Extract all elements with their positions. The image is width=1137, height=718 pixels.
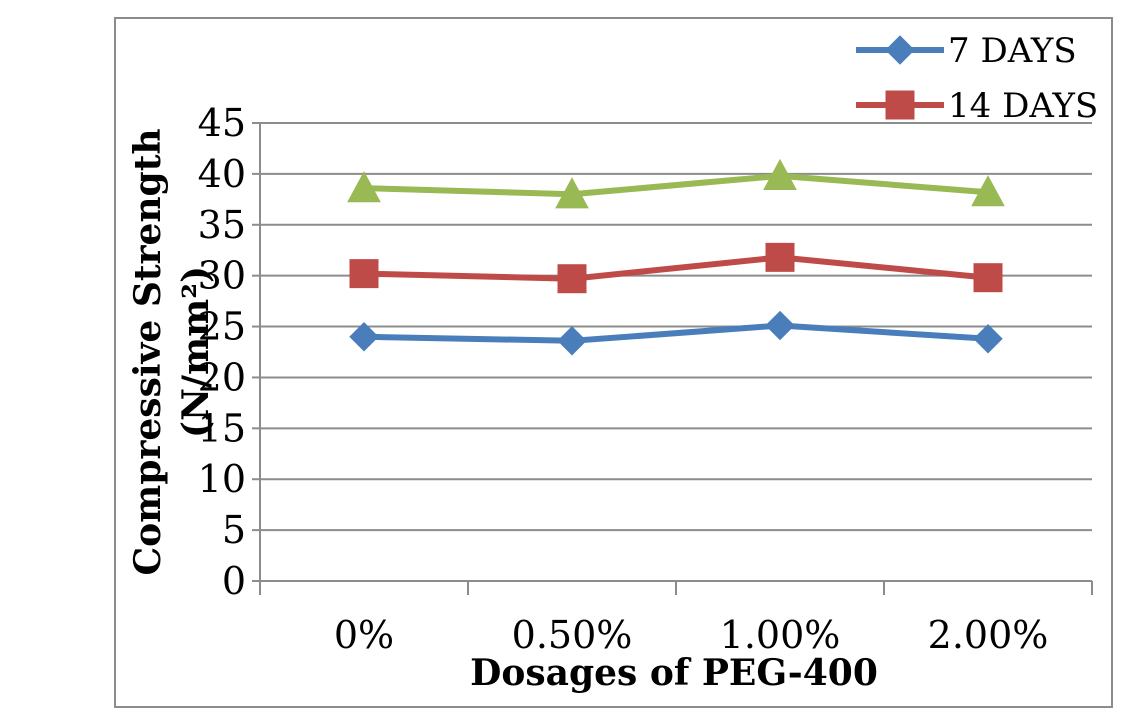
- data-point-7-days: [765, 310, 795, 341]
- y-tick-label: 10: [198, 457, 246, 501]
- series-line-28-days: [363, 172, 989, 198]
- data-point-28-days: [763, 158, 797, 191]
- data-point-14-days: [973, 263, 1003, 293]
- y-axis-title-line1: Compressive Strength: [127, 128, 169, 575]
- y-tick-label: 0: [222, 559, 246, 603]
- legend: 7 DAYS 14 DAYS: [856, 31, 1098, 126]
- chart-border: [114, 17, 1113, 708]
- legend-label: 7 DAYS: [948, 31, 1077, 71]
- data-point-14-days: [765, 242, 795, 272]
- y-tick-labels: 0 5 10 15 20 25 30 35 40 45: [198, 101, 246, 603]
- data-point-7-days: [973, 324, 1003, 354]
- data-point-28-days: [971, 175, 1005, 207]
- y-tick-label: 35: [198, 203, 246, 247]
- x-tick-label: 2.00%: [928, 613, 1049, 657]
- series-line-7-days: [363, 322, 989, 344]
- data-point-7-days: [557, 326, 587, 356]
- legend-marker: [885, 35, 915, 65]
- y-tick-label: 5: [222, 508, 246, 552]
- legend-label: 14 DAYS: [948, 86, 1098, 126]
- data-point-14-days: [349, 259, 379, 289]
- series-line-14-days: [363, 254, 989, 282]
- series-group: [347, 158, 1005, 356]
- x-tick-label: 0%: [334, 613, 394, 657]
- y-axis-title-line2: (N/mm²): [175, 266, 217, 438]
- data-point-14-days: [557, 264, 587, 294]
- y-tick-label: 30: [198, 254, 246, 298]
- x-tick-labels: 0% 0.50% 1.00% 2.00%: [334, 613, 1049, 657]
- y-tick-label: 40: [198, 152, 246, 196]
- y-tick-label: 20: [198, 355, 246, 399]
- data-point-28-days: [347, 171, 381, 203]
- x-axis-title: Dosages of PEG-400: [470, 652, 878, 694]
- y-tick-label: 25: [198, 305, 246, 349]
- axes: [252, 122, 1093, 595]
- x-tick-label: 0.50%: [512, 613, 633, 657]
- x-tick-label: 1.00%: [720, 613, 841, 657]
- data-point-7-days: [349, 322, 379, 352]
- data-point-28-days: [555, 177, 589, 209]
- legend-marker: [885, 90, 915, 120]
- y-tick-label: 45: [198, 101, 246, 145]
- y-tick-label: 15: [198, 406, 246, 450]
